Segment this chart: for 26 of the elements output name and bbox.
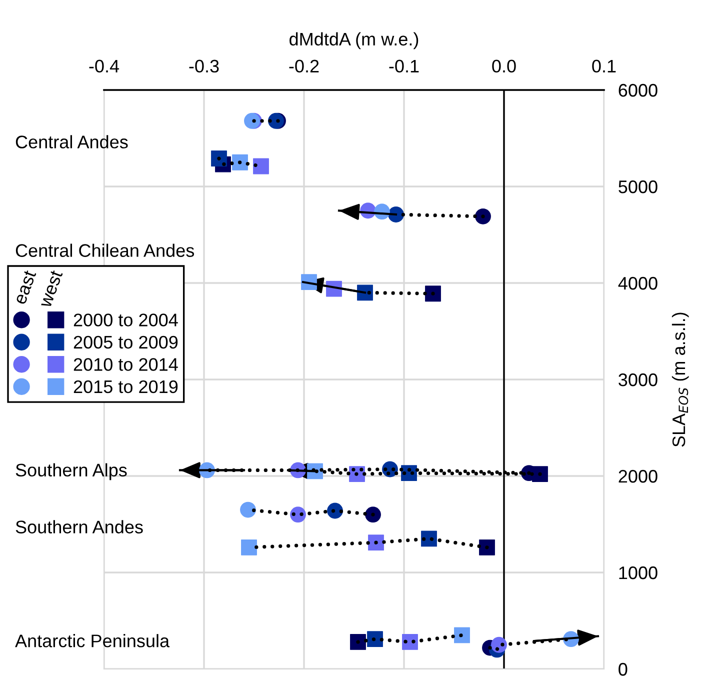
x-tick-label: -0.2 (289, 60, 319, 73)
x-tick-label: -0.1 (389, 60, 419, 73)
text: east (14, 270, 36, 305)
y-tick-label: 4000 (618, 276, 658, 290)
y-axis-title: SLA$_{EOS}$ (m a.s.l.) (672, 312, 689, 447)
y-tick-label: 5000 (618, 180, 658, 194)
x-axis-title: dMdtdA (m w.e.) (290, 32, 418, 50)
y-tick-label: 1000 (619, 566, 658, 580)
legend-label: 2000 to 2004 (74, 314, 178, 326)
y-tick-label: 0 (618, 662, 628, 676)
legend-label: 2010 to 2014 (74, 358, 178, 371)
y-tick-label: 6000 (618, 84, 658, 97)
x-tick-label: -0.4 (89, 60, 120, 73)
legend-label: 2005 to 2009 (74, 336, 178, 349)
x-tick-label: -0.3 (189, 60, 219, 73)
y-tick-label: 3000 (618, 373, 658, 386)
annotation: Central Andes (16, 135, 128, 148)
y-tick-label: 2000 (618, 470, 658, 483)
annotation: Central Chilean Andes (16, 244, 194, 257)
x-tick-label: 0.1 (592, 60, 616, 73)
annotation: Antarctic Peninsula (15, 634, 170, 648)
x-tick-label: 0.0 (492, 60, 516, 73)
legend-label: 2015 to 2019 (74, 380, 178, 394)
text: west (39, 270, 63, 308)
annotation: Southern Andes (16, 520, 143, 534)
annotation: Southern Alps (16, 463, 127, 480)
